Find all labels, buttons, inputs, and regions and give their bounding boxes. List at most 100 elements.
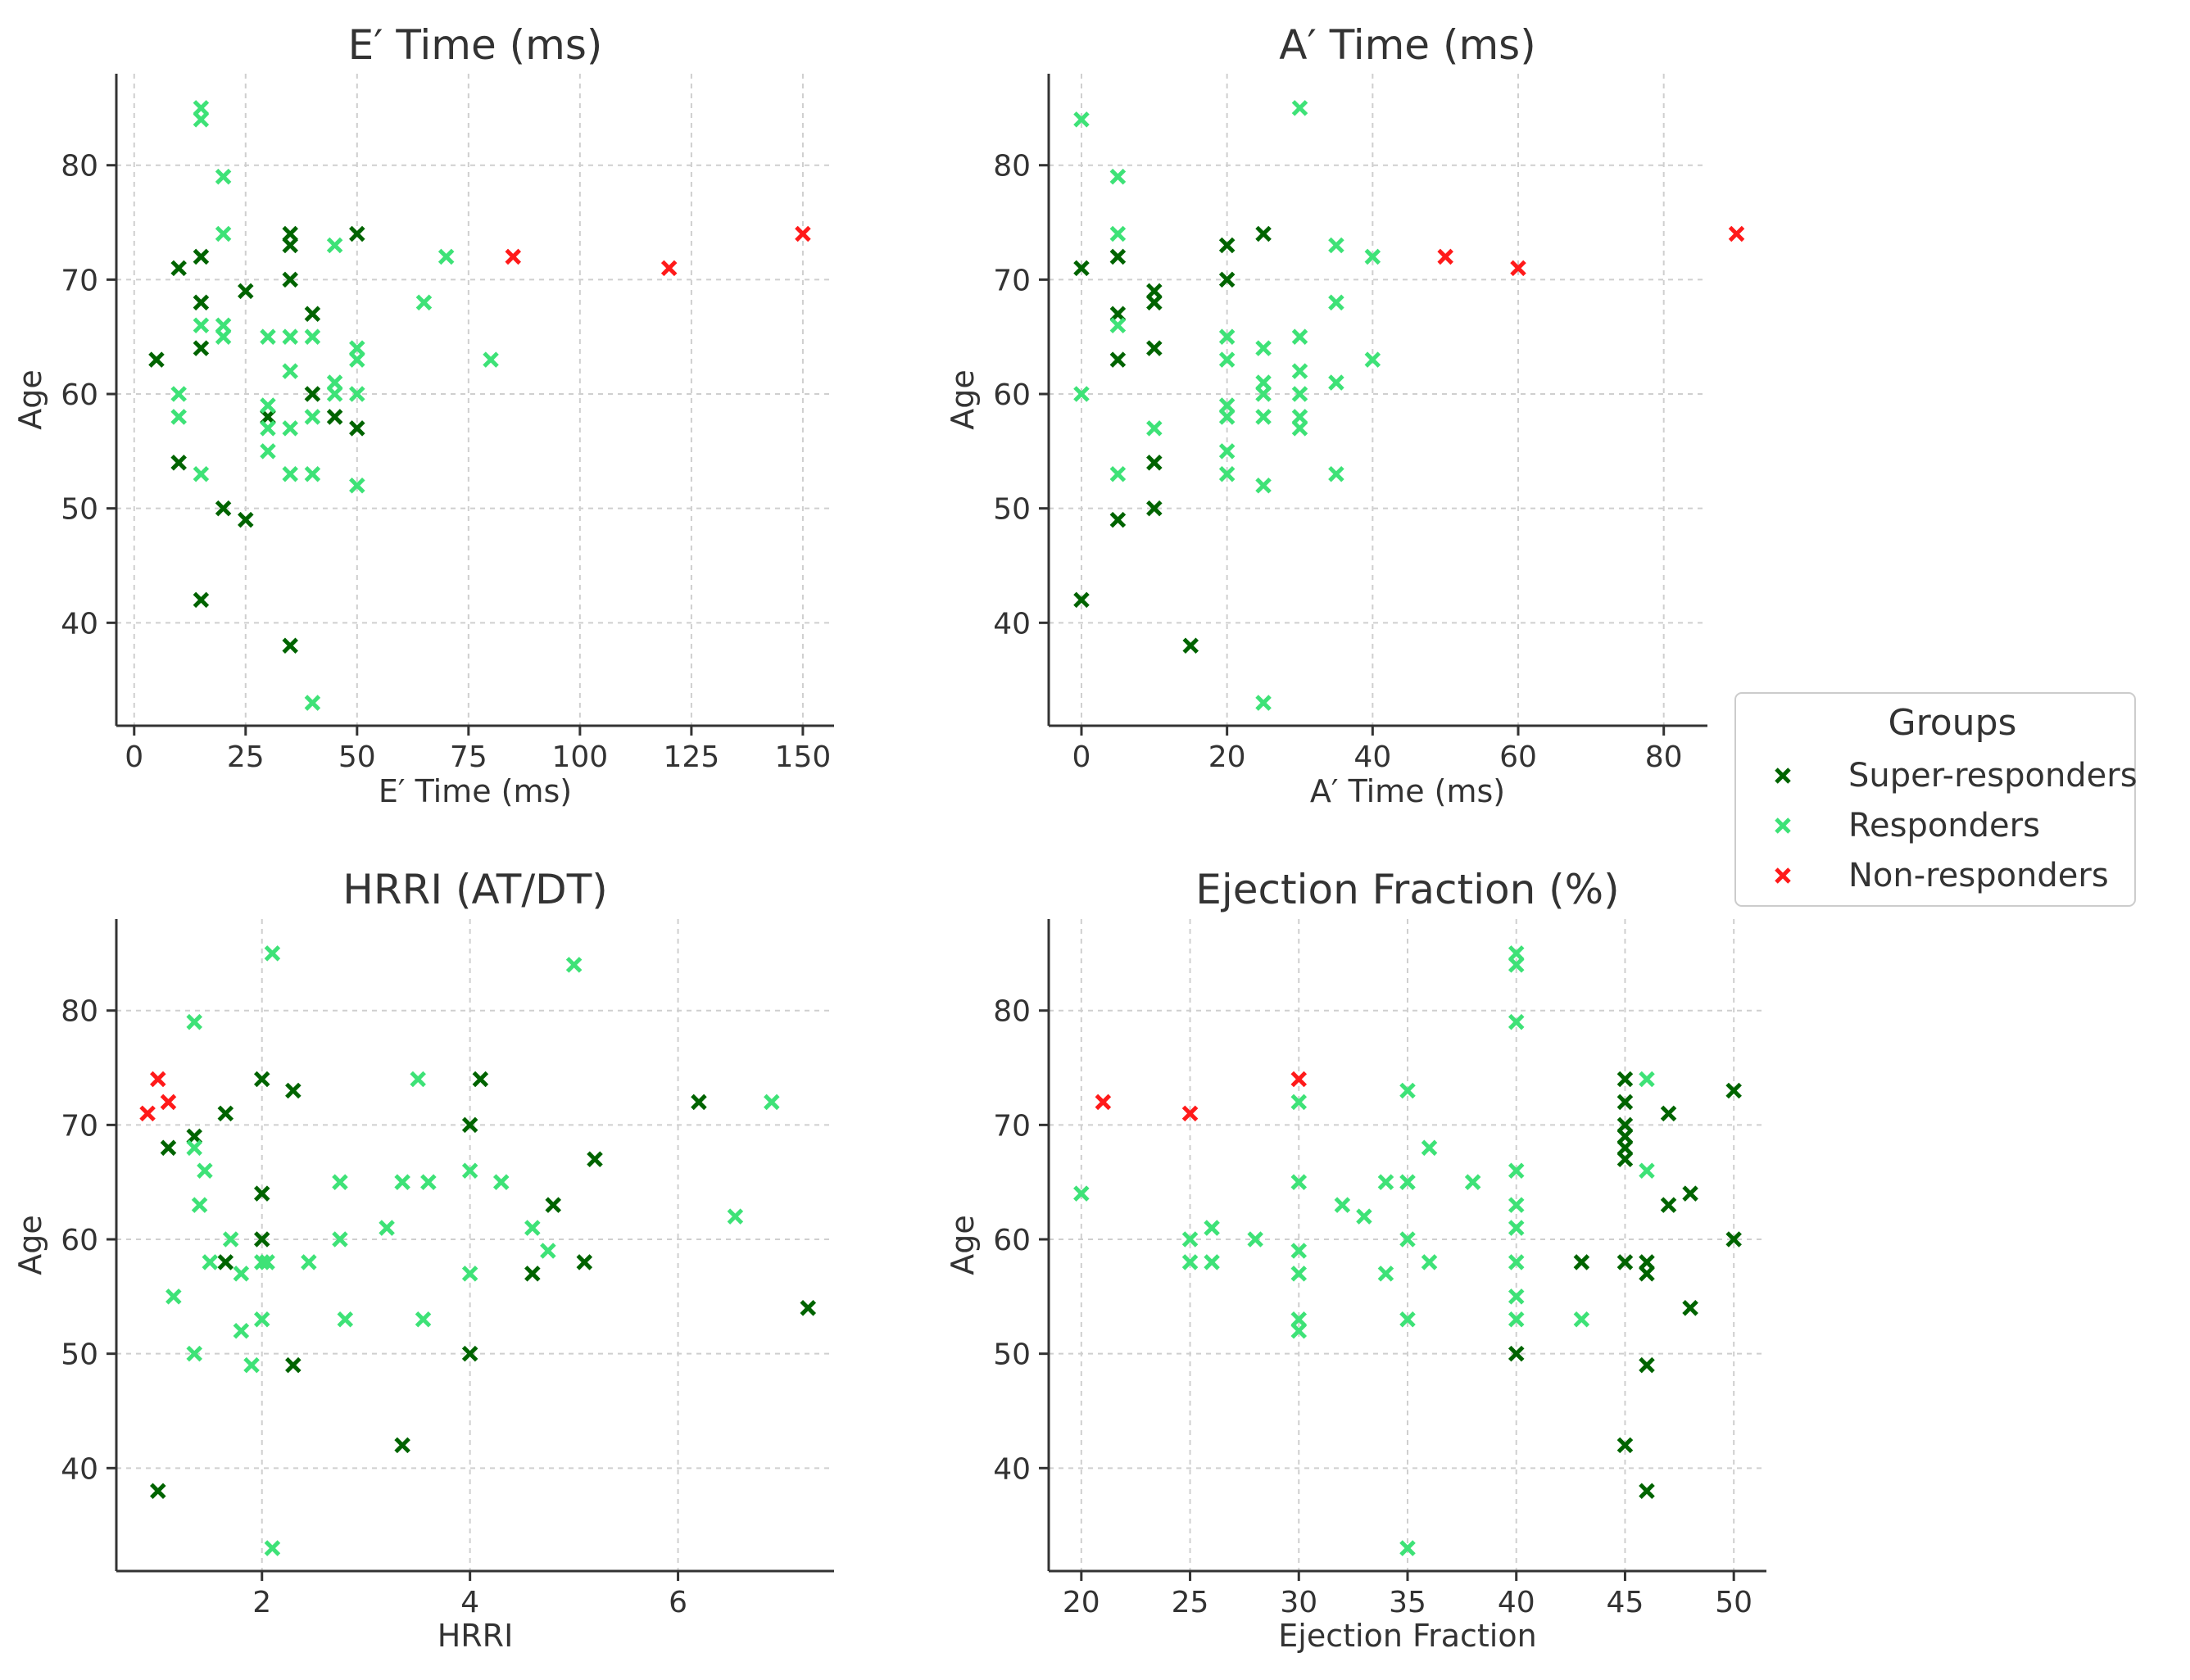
x-tick-label: 4 xyxy=(460,1586,479,1619)
data-point-responders xyxy=(461,1266,478,1282)
data-point-responders xyxy=(186,1013,202,1030)
data-point-responders xyxy=(379,1220,395,1236)
data-point-super-responders xyxy=(326,409,343,425)
legend-x-marker xyxy=(1775,867,1791,884)
data-point-responders xyxy=(165,1288,182,1305)
data-point-responders xyxy=(764,1094,780,1111)
x-tick-label: 0 xyxy=(125,740,143,774)
x-tick-label: 25 xyxy=(227,740,265,774)
data-point-responders xyxy=(260,420,276,437)
data-point-super-responders xyxy=(193,340,210,356)
data-point-super-responders xyxy=(1616,1437,1634,1454)
data-point-responders xyxy=(1399,1082,1416,1099)
x-tick-label: 30 xyxy=(1280,1586,1317,1619)
data-point-responders xyxy=(186,1345,202,1362)
data-point-super-responders xyxy=(587,1151,603,1168)
data-point-super-responders xyxy=(349,420,365,437)
data-point-responders xyxy=(337,1311,354,1328)
data-point-super-responders xyxy=(238,283,254,300)
data-point-super-responders xyxy=(1639,1266,1655,1282)
y-tick-label: 50 xyxy=(61,493,98,527)
data-point-responders xyxy=(1356,1208,1372,1225)
data-point-super-responders xyxy=(1639,1483,1655,1500)
data-point-responders xyxy=(492,1174,510,1190)
y-tick-label: 80 xyxy=(993,995,1031,1029)
data-point-responders xyxy=(1255,386,1272,402)
data-point-super-responders xyxy=(217,1254,234,1270)
x-tick-label: 2 xyxy=(252,1586,271,1619)
data-point-super-responders xyxy=(160,1139,177,1157)
data-point-responders xyxy=(1073,386,1090,402)
data-point-responders xyxy=(259,1254,275,1270)
data-point-super-responders xyxy=(1682,1185,1698,1202)
x-tick-label: 125 xyxy=(664,740,720,774)
y-tick-label: 70 xyxy=(993,264,1031,297)
data-point-responders xyxy=(1255,477,1272,494)
data-point-non-responders xyxy=(1290,1071,1308,1088)
legend-marker-non-responders xyxy=(1775,867,1791,884)
data-point-non-responders xyxy=(139,1105,156,1122)
series-responders xyxy=(170,100,499,711)
data-point-super-responders xyxy=(253,1231,270,1248)
legend-label-super-responders: Super-responders xyxy=(1848,757,2138,795)
data-point-responders xyxy=(438,248,455,265)
data-point-responders xyxy=(282,328,298,345)
y-tick-label: 60 xyxy=(61,378,98,412)
chart-ejection-fraction: Ejection Fraction (%) Ejection Fraction … xyxy=(945,866,1766,1654)
data-point-responders xyxy=(1364,248,1381,265)
series-non-responders xyxy=(505,225,811,277)
data-point-super-responders xyxy=(1182,637,1199,654)
data-point-super-responders xyxy=(545,1197,561,1213)
data-point-responders xyxy=(1218,328,1236,345)
y-tick-label: 60 xyxy=(61,1224,98,1257)
x-tick-label: 100 xyxy=(552,740,609,774)
x-tick-label: 40 xyxy=(1498,1586,1535,1619)
data-point-responders xyxy=(253,1311,270,1328)
y-axis-label: Age xyxy=(12,1215,48,1275)
data-point-super-responders xyxy=(1660,1197,1677,1213)
y-tick-label: 50 xyxy=(993,493,1031,527)
data-point-responders xyxy=(1290,1174,1308,1190)
data-point-responders xyxy=(215,328,232,345)
y-tick-label: 80 xyxy=(61,150,98,183)
data-point-responders xyxy=(349,351,365,368)
data-point-responders xyxy=(1290,1266,1308,1282)
data-point-super-responders xyxy=(1616,1151,1634,1168)
data-point-responders xyxy=(415,1311,432,1328)
data-point-super-responders xyxy=(215,500,232,517)
data-point-super-responders xyxy=(1616,1094,1634,1111)
data-point-super-responders xyxy=(394,1437,410,1454)
data-point-responders xyxy=(1399,1231,1416,1248)
data-point-responders xyxy=(264,1540,281,1556)
data-point-responders xyxy=(282,363,298,379)
data-point-super-responders xyxy=(1682,1300,1698,1316)
series-super-responders xyxy=(1508,1071,1742,1500)
data-point-responders xyxy=(332,1174,348,1190)
data-point-responders xyxy=(191,1197,208,1213)
data-point-super-responders xyxy=(1725,1082,1742,1099)
legend-entry-responders: Responders xyxy=(1775,807,2040,845)
data-point-responders xyxy=(1247,1231,1263,1248)
data-point-responders xyxy=(1290,1094,1308,1111)
data-point-responders xyxy=(304,328,321,345)
data-point-super-responders xyxy=(193,248,210,265)
grid xyxy=(116,919,834,1571)
data-point-responders xyxy=(349,386,365,402)
data-point-super-responders xyxy=(1146,455,1163,471)
data-point-responders xyxy=(410,1071,426,1088)
data-point-responders xyxy=(1364,351,1381,368)
data-point-responders xyxy=(1464,1174,1481,1190)
data-point-responders xyxy=(215,168,232,185)
data-point-responders xyxy=(394,1174,410,1190)
data-point-non-responders xyxy=(160,1094,177,1111)
data-point-responders xyxy=(1508,957,1525,973)
data-point-non-responders xyxy=(1728,225,1745,242)
data-point-super-responders xyxy=(282,271,298,288)
chart-a-time: A′ Time (ms) A′ Time (ms) Age 0 20 40 60 80 4… xyxy=(945,21,1745,809)
data-point-responders xyxy=(461,1162,478,1179)
data-point-super-responders xyxy=(150,1483,166,1500)
y-tick-label: 40 xyxy=(61,607,98,641)
data-point-responders xyxy=(1291,363,1308,379)
data-point-responders xyxy=(1073,1185,1090,1202)
